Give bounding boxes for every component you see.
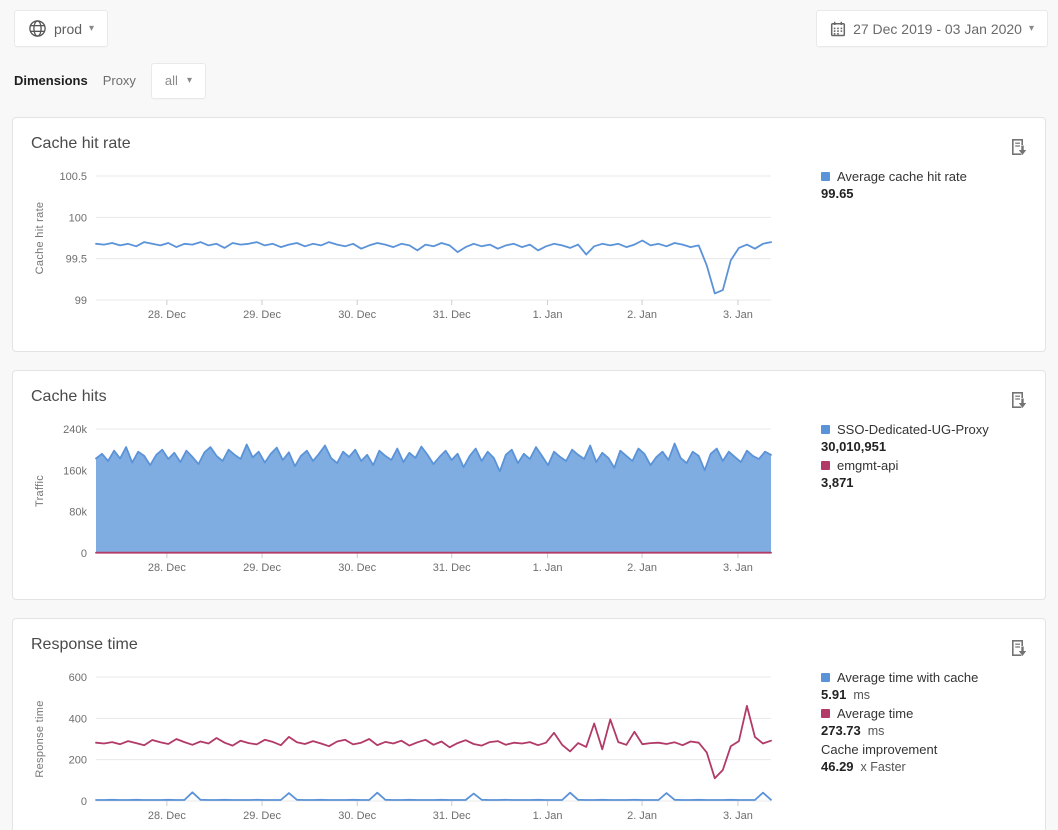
- svg-text:0: 0: [81, 796, 87, 808]
- svg-text:2. Jan: 2. Jan: [627, 562, 657, 574]
- series-value: 273.73: [821, 723, 861, 738]
- dashboard-cards: Cache hit rate 99 99.5 100 100.5 28. Dec 29. …: [0, 117, 1058, 830]
- svg-text:240k: 240k: [63, 424, 87, 436]
- response-time-card: Response time 0 200 400 600 28. Dec 29. Dec 30…: [12, 618, 1046, 830]
- legend-item[interactable]: emgmt-api 3,871: [821, 457, 1058, 492]
- series-swatch: [821, 673, 830, 682]
- dimension-value-label: all: [165, 73, 178, 88]
- svg-text:Cache hit rate: Cache hit rate: [34, 202, 46, 275]
- svg-text:31. Dec: 31. Dec: [433, 309, 471, 321]
- download-report-icon[interactable]: [1011, 391, 1029, 413]
- card-title: Cache hit rate: [31, 135, 131, 153]
- series-value: 99.65: [821, 186, 854, 201]
- svg-text:30. Dec: 30. Dec: [338, 309, 376, 321]
- svg-text:29. Dec: 29. Dec: [243, 309, 281, 321]
- download-report-icon[interactable]: [1011, 138, 1029, 160]
- svg-text:99: 99: [75, 295, 87, 307]
- card-title: Cache hits: [31, 388, 107, 406]
- chevron-down-icon: ▾: [1029, 24, 1034, 34]
- series-value: 30,010,951: [821, 439, 886, 454]
- series-label: SSO-Dedicated-UG-Proxy: [837, 421, 989, 438]
- cache-hits-chart[interactable]: 0 80k 160k 240k 28. Dec 29. Dec 30. Dec 31. Dec…: [13, 417, 808, 585]
- download-report-icon[interactable]: [1011, 639, 1029, 661]
- date-range-label: 27 Dec 2019 - 03 Jan 2020: [853, 21, 1022, 37]
- svg-text:29. Dec: 29. Dec: [243, 562, 281, 574]
- top-toolbar: prod ▾ 27 Dec 2019 - 03 Jan 2020 ▾: [0, 0, 1058, 46]
- series-swatch: [821, 709, 830, 718]
- calendar-icon: [830, 21, 846, 37]
- chart-legend: Average cache hit rate 99.65: [821, 168, 1058, 204]
- dimensions-heading: Dimensions: [14, 73, 88, 88]
- dimension-proxy-label: Proxy: [103, 73, 136, 88]
- series-label: emgmt-api: [837, 457, 898, 474]
- svg-text:600: 600: [69, 672, 87, 684]
- cache-improvement-unit: x Faster: [861, 760, 906, 774]
- svg-text:100.5: 100.5: [59, 171, 87, 183]
- svg-text:Traffic: Traffic: [34, 475, 46, 507]
- svg-text:2. Jan: 2. Jan: [627, 810, 657, 822]
- svg-text:100: 100: [69, 212, 87, 224]
- svg-text:30. Dec: 30. Dec: [338, 810, 376, 822]
- chevron-down-icon: ▾: [89, 24, 94, 34]
- svg-text:28. Dec: 28. Dec: [148, 810, 186, 822]
- card-title: Response time: [31, 636, 138, 654]
- series-swatch: [821, 461, 830, 470]
- chart-legend: Average time with cache 5.91 ms Average t…: [821, 669, 1058, 777]
- response-time-chart[interactable]: 0 200 400 600 28. Dec 29. Dec 30. Dec 31. Dec 1.…: [13, 665, 808, 830]
- svg-text:30. Dec: 30. Dec: [338, 562, 376, 574]
- svg-text:1. Jan: 1. Jan: [533, 562, 563, 574]
- cache-improvement-label: Cache improvement: [821, 741, 937, 758]
- cache-hit-rate-card: Cache hit rate 99 99.5 100 100.5 28. Dec 29. …: [12, 117, 1046, 352]
- svg-text:31. Dec: 31. Dec: [433, 810, 471, 822]
- legend-item[interactable]: SSO-Dedicated-UG-Proxy 30,010,951: [821, 421, 1058, 456]
- series-label: Average time: [837, 705, 913, 722]
- legend-item[interactable]: Average time with cache 5.91 ms: [821, 669, 1058, 704]
- series-label: Average cache hit rate: [837, 168, 967, 185]
- svg-text:80k: 80k: [69, 507, 87, 519]
- svg-text:0: 0: [81, 548, 87, 560]
- svg-text:160k: 160k: [63, 465, 87, 477]
- svg-text:31. Dec: 31. Dec: [433, 562, 471, 574]
- series-swatch: [821, 425, 830, 434]
- series-value: 5.91: [821, 687, 846, 702]
- series-unit: ms: [868, 724, 885, 738]
- series-label: Average time with cache: [837, 669, 978, 686]
- series-unit: ms: [853, 688, 870, 702]
- dimension-value-selector[interactable]: all ▾: [151, 63, 206, 99]
- environment-label: prod: [54, 21, 82, 37]
- svg-text:2. Jan: 2. Jan: [627, 309, 657, 321]
- svg-text:200: 200: [69, 755, 87, 767]
- series-value: 3,871: [821, 475, 854, 490]
- svg-text:29. Dec: 29. Dec: [243, 810, 281, 822]
- cache-hits-card: Cache hits 0 80k 160k 240k 28. Dec 29. Dec 30.…: [12, 370, 1046, 600]
- svg-text:3. Jan: 3. Jan: [723, 810, 753, 822]
- svg-text:1. Jan: 1. Jan: [533, 810, 563, 822]
- legend-item-cache-improvement: Cache improvement 46.29 x Faster: [821, 741, 1058, 776]
- svg-text:1. Jan: 1. Jan: [533, 309, 563, 321]
- legend-item[interactable]: Average cache hit rate 99.65: [821, 168, 1058, 203]
- series-swatch: [821, 172, 830, 181]
- dimensions-bar: Dimensions Proxy all ▾: [14, 62, 1058, 99]
- cache-improvement-value: 46.29: [821, 759, 854, 774]
- svg-text:Response time: Response time: [34, 700, 46, 777]
- svg-text:3. Jan: 3. Jan: [723, 562, 753, 574]
- chart-legend: SSO-Dedicated-UG-Proxy 30,010,951 emgmt-…: [821, 421, 1058, 493]
- chevron-down-icon: ▾: [187, 76, 192, 86]
- cache-hit-rate-chart[interactable]: 99 99.5 100 100.5 28. Dec 29. Dec 30. Dec 31. D…: [13, 164, 808, 332]
- svg-text:400: 400: [69, 713, 87, 725]
- svg-text:3. Jan: 3. Jan: [723, 309, 753, 321]
- svg-text:99.5: 99.5: [66, 254, 87, 266]
- date-range-picker[interactable]: 27 Dec 2019 - 03 Jan 2020 ▾: [816, 10, 1048, 47]
- svg-text:28. Dec: 28. Dec: [148, 562, 186, 574]
- svg-text:28. Dec: 28. Dec: [148, 309, 186, 321]
- environment-selector[interactable]: prod ▾: [14, 10, 108, 47]
- legend-item[interactable]: Average time 273.73 ms: [821, 705, 1058, 740]
- globe-icon: [28, 19, 47, 38]
